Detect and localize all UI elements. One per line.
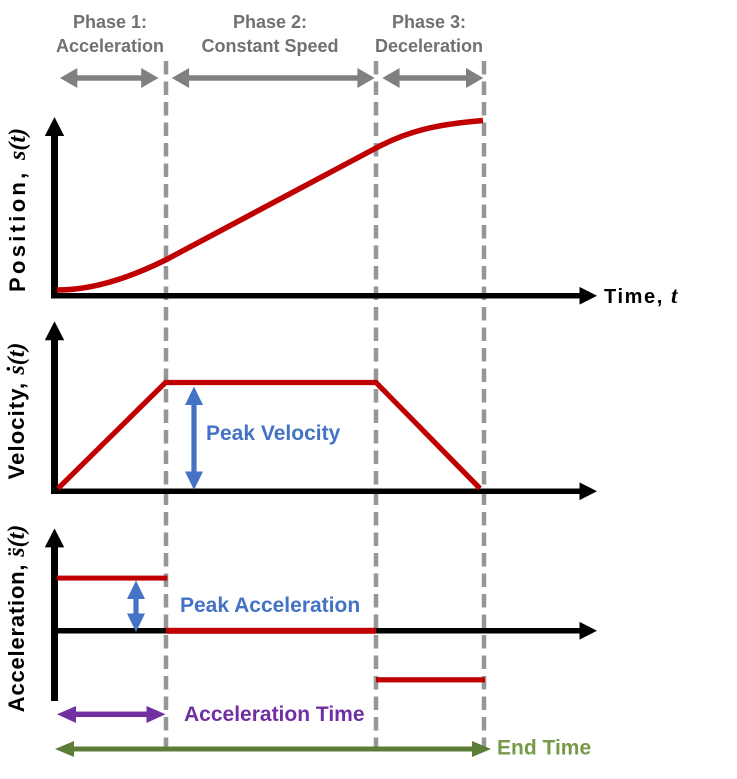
svg-text:End Time: End Time: [497, 737, 591, 760]
svg-text:Acceleration: Acceleration: [56, 36, 164, 56]
svg-text:Phase 1:: Phase 1:: [73, 12, 147, 32]
svg-text:Peak Velocity: Peak Velocity: [206, 422, 341, 445]
svg-text:Acceleration Time: Acceleration Time: [184, 703, 365, 726]
svg-text:Phase 3:: Phase 3:: [392, 12, 466, 32]
svg-text:Constant Speed: Constant Speed: [201, 36, 338, 56]
svg-text:Acceleration, s̈(t): Acceleration, s̈(t): [4, 525, 30, 712]
svg-text:Time, t: Time, t: [604, 283, 679, 308]
svg-text:Deceleration: Deceleration: [375, 36, 483, 56]
svg-text:Position, s(t): Position, s(t): [5, 128, 31, 292]
svg-text:Peak Acceleration: Peak Acceleration: [180, 594, 360, 617]
svg-text:Velocity, ṡ(t): Velocity, ṡ(t): [4, 343, 30, 480]
svg-text:Phase 2:: Phase 2:: [233, 12, 307, 32]
